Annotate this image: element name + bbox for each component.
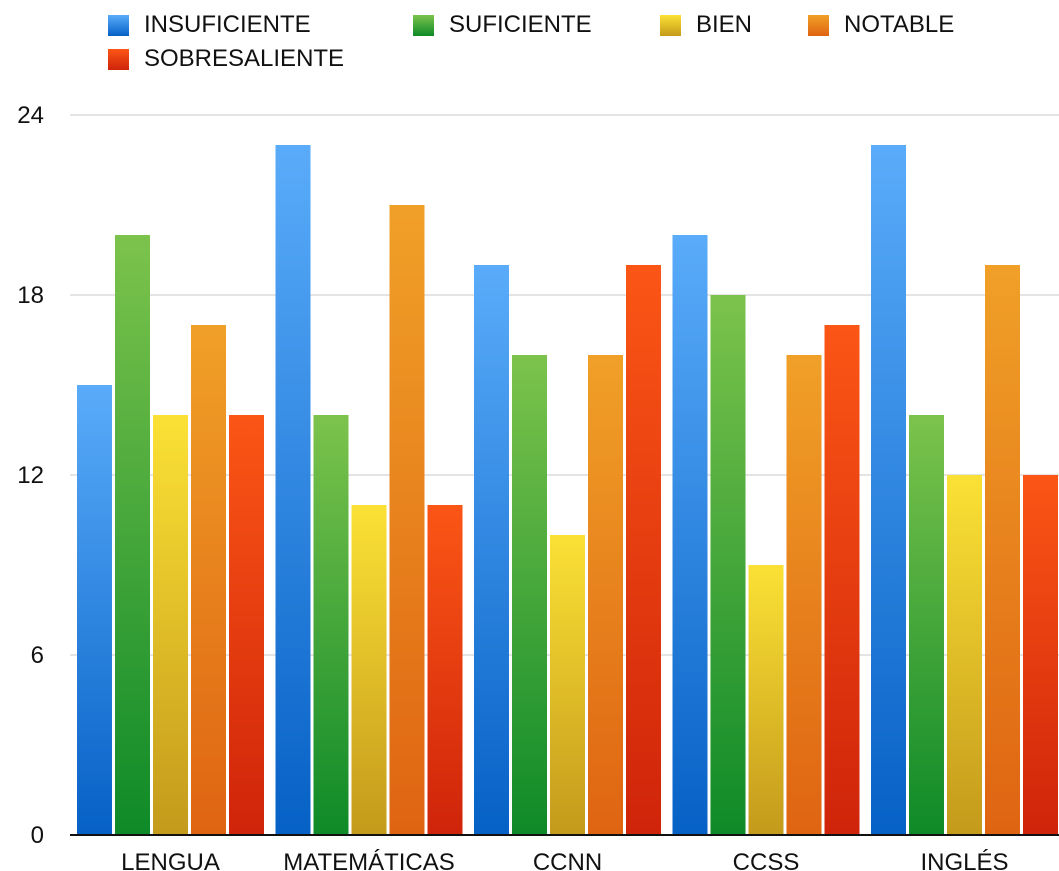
bar-lengua-notable (191, 325, 226, 835)
y-tick-labels: 0 6 12 18 24 (17, 102, 44, 849)
bar-ingles-insuficiente (871, 145, 906, 835)
y-tick-label-18: 18 (17, 282, 44, 309)
bar-ccnn-bien (550, 535, 585, 835)
legend-swatch-suficiente (413, 14, 434, 36)
legend-item-suficiente: SUFICIENTE (413, 11, 592, 39)
bar-ccnn-insuficiente (474, 265, 509, 835)
bar-lengua-sobresaliente (229, 415, 264, 835)
bar-matematicas-insuficiente (275, 145, 311, 835)
y-tick-label-12: 12 (17, 462, 44, 489)
bar-ccss-sobresaliente (824, 325, 860, 835)
legend-item-bien: BIEN (660, 11, 752, 39)
bar-lengua-bien (153, 415, 188, 835)
bar-matematicas-notable (389, 205, 425, 835)
legend-item-insuficiente: INSUFICIENTE (108, 11, 311, 39)
bar-ingles-notable (985, 265, 1020, 835)
legend-label: SOBRESALIENTE (144, 45, 345, 72)
bar-ccss-bien (748, 565, 784, 835)
bar-matematicas-bien (351, 505, 387, 835)
bar-ccnn-suficiente (512, 355, 547, 835)
x-tick-label-ingles: INGLÉS (920, 849, 1008, 871)
bar-ccnn-sobresaliente (626, 265, 661, 835)
bar-ccnn-notable (588, 355, 623, 835)
y-tick-label-24: 24 (17, 102, 44, 129)
x-tick-label-matematicas: MATEMÁTICAS (283, 849, 455, 871)
legend-item-sobresaliente: SOBRESALIENTE (108, 45, 344, 73)
x-tick-label-lengua: LENGUA (121, 849, 220, 871)
legend-swatch-sobresaliente (108, 48, 129, 70)
x-tick-label-ccnn: CCNN (533, 849, 602, 871)
bars (77, 145, 1058, 835)
legend-swatch-bien (660, 14, 681, 36)
bar-lengua-suficiente (115, 235, 150, 835)
legend-label: BIEN (696, 11, 753, 38)
legend: INSUFICIENTE SUFICIENTE BIEN NOTABLE SOB… (0, 0, 1059, 80)
bar-ingles-sobresaliente (1023, 475, 1058, 835)
bar-ccss-suficiente (710, 295, 746, 835)
bar-ccss-insuficiente (672, 235, 708, 835)
bar-lengua-insuficiente (77, 385, 112, 835)
legend-swatch-notable (808, 14, 829, 36)
legend-label: SUFICIENTE (449, 11, 592, 38)
x-tick-label-ccss: CCSS (733, 849, 800, 871)
bar-matematicas-sobresaliente (427, 505, 463, 835)
y-tick-label-0: 0 (31, 822, 44, 849)
x-tick-labels: LENGUA MATEMÁTICAS CCNN CCSS INGLÉS (121, 849, 1008, 871)
bar-ingles-suficiente (909, 415, 944, 835)
legend-label: INSUFICIENTE (144, 11, 311, 38)
bar-ingles-bien (947, 475, 982, 835)
legend-label: NOTABLE (844, 11, 955, 38)
bar-matematicas-suficiente (313, 415, 349, 835)
legend-swatch-insuficiente (108, 14, 129, 36)
legend-item-notable: NOTABLE (808, 11, 954, 39)
bar-ccss-notable (786, 355, 822, 835)
y-tick-label-6: 6 (31, 642, 44, 669)
